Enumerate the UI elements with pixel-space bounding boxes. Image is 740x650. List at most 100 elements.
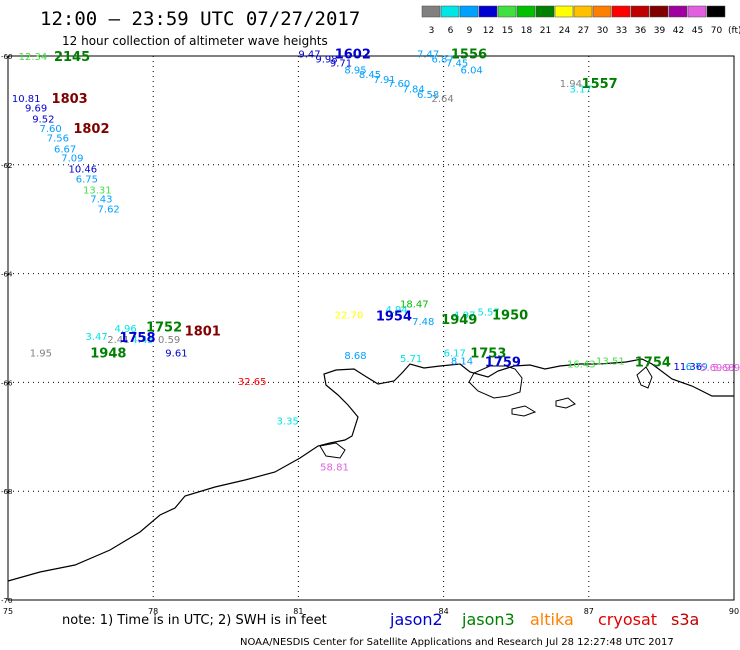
header-subtitle: 12 hour collection of altimeter wave hei…: [62, 34, 328, 48]
longitude-label: 75: [3, 607, 13, 616]
legend-value: 36: [635, 26, 647, 36]
wave-height-value: 7.48: [412, 317, 434, 328]
satellite-altika-label: altika: [530, 610, 574, 629]
wave-height-value: 10.81: [12, 94, 41, 105]
wave-height-value: 1.95: [30, 348, 52, 359]
wave-height-value: 6.79: [686, 362, 708, 373]
legend-swatch: [649, 5, 669, 18]
wave-height-value: 6.75: [76, 174, 98, 185]
wave-height-value: 4.45: [131, 335, 153, 346]
wave-height-value: 6.17: [444, 348, 466, 359]
wave-height-value: 5.68: [712, 363, 734, 374]
wave-height-value: 4.94: [386, 305, 408, 316]
wave-height-value: 0.59: [158, 335, 180, 346]
legend-value: 3: [429, 26, 435, 36]
legend-value: 18: [521, 26, 533, 36]
wave-height-value: 12.34: [19, 52, 48, 63]
latitude-tick-labels: -60 -62 -64 -66 -68 -70: [1, 53, 13, 605]
legend-swatch: [440, 5, 460, 18]
header-title: 12:00 – 23:59 UTC 07/27/2017: [40, 8, 360, 30]
legend-value: 42: [673, 26, 684, 36]
coastline-lake: [468, 365, 523, 399]
legend-value: 30: [597, 26, 609, 36]
wave-height-value: 9.71: [330, 59, 352, 70]
legend-value: 12: [483, 26, 494, 36]
pass-time: 1754: [635, 356, 671, 371]
legend-swatch: [611, 5, 631, 18]
legend-swatch: [421, 5, 441, 18]
latitude-label: -60: [1, 53, 12, 61]
legend-value: 9: [467, 26, 473, 36]
satellite-jason2-label: jason2: [389, 610, 443, 629]
wave-height-value: 4.97: [453, 310, 475, 321]
wave-height-value: 22.70: [335, 310, 364, 321]
wave-height-value: 2.64: [432, 94, 454, 105]
wave-height-value: 3.47: [85, 332, 107, 343]
legend-swatch: [687, 5, 707, 18]
legend-value: 70: [711, 26, 723, 36]
longitude-label: 78: [148, 607, 158, 616]
latitude-label: -62: [1, 162, 12, 170]
pass-time: 1950: [492, 308, 528, 323]
latitude-label: -70: [1, 597, 12, 605]
legend-unit: (ft): [728, 26, 740, 36]
latitude-label: -66: [1, 379, 13, 387]
legend-value: 33: [616, 26, 627, 36]
pass-time: 1948: [90, 346, 126, 361]
legend-swatch: [668, 5, 688, 18]
graticule: [8, 56, 734, 600]
wave-height-value: 8.14: [451, 357, 473, 368]
wave-height-value: 11.36: [674, 362, 703, 373]
wave-height-value: 9.91: [724, 363, 740, 374]
pass-time: 1752: [146, 320, 182, 335]
pass-time: 1802: [73, 122, 109, 137]
pass-time-labels: 2145 1602 1556 1557 1803 1802 1954 1949 1950 1752…: [52, 47, 671, 370]
coastline-inlet: [636, 366, 653, 389]
legend-swatch: [459, 5, 479, 18]
pass-time: 1758: [119, 331, 155, 346]
wave-height-value: 5.69: [700, 363, 722, 374]
wave-height-value: 58.81: [320, 463, 349, 474]
wave-height-value: 3.17: [569, 85, 591, 96]
legend-value: 27: [578, 26, 589, 36]
wave-height-value: 5.71: [400, 354, 422, 365]
legend-swatch: [592, 5, 612, 18]
wave-height-value: 5.57: [477, 308, 499, 319]
pass-time: 1753: [470, 346, 506, 361]
pass-time: 1801: [185, 325, 221, 340]
wave-height-value: 7.84: [402, 85, 424, 96]
wave-height-value: 6.67: [54, 144, 76, 155]
satellite-jason3-label: jason3: [461, 610, 515, 629]
latitude-label: -64: [1, 271, 13, 279]
wave-height-value: 10.46: [69, 165, 98, 176]
wave-height-value: 9.47: [298, 49, 320, 60]
wave-height-value: 9.52: [32, 115, 54, 126]
wave-height-value: 7.47: [417, 49, 439, 60]
wave-height-value: 7.43: [90, 195, 112, 206]
pass-time: 1557: [582, 77, 618, 92]
wave-height-value: 7.09: [61, 154, 83, 165]
latitude-label: -68: [1, 488, 12, 496]
legend-swatch: [573, 5, 593, 18]
legend-swatch: [630, 5, 650, 18]
pass-time: 1759: [485, 356, 521, 371]
legend-swatch: [535, 5, 555, 18]
coastline-mainland: [7, 358, 734, 582]
wave-height-value: 18.47: [400, 300, 429, 311]
wave-height-value: 8.68: [344, 351, 366, 362]
observation-labels: 12.34 9.479.989.718.958.457.917.607.846.5…: [12, 49, 740, 473]
longitude-label: 84: [439, 607, 449, 616]
wave-height-value: 7.60: [39, 124, 61, 135]
legend-value: 15: [502, 26, 513, 36]
wave-height-value: 3.35: [277, 416, 299, 427]
wave-height-value: 2.41: [107, 335, 129, 346]
wave-height-value: 4.96: [114, 324, 136, 335]
legend-swatch: [554, 5, 574, 18]
longitude-label: 90: [729, 607, 739, 616]
longitude-label: 81: [293, 607, 303, 616]
legend-value: 21: [540, 26, 551, 36]
wave-height-value: 6.58: [417, 90, 439, 101]
plot-frame: [7, 55, 735, 601]
